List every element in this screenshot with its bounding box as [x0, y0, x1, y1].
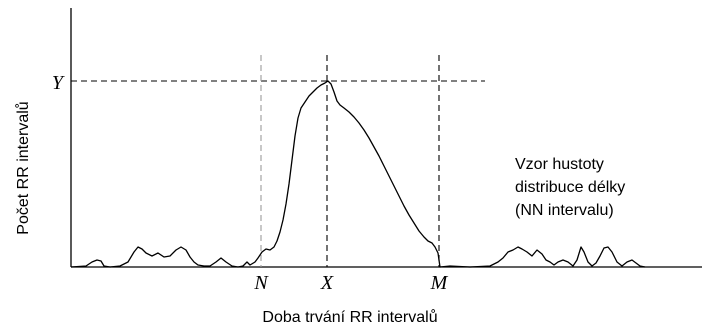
density-curve [70, 80, 646, 268]
annotation-line-1: Vzor hustoty [515, 156, 604, 173]
y-axis-title: Počet RR intervalů [14, 101, 32, 234]
x-label-marker: X [320, 272, 334, 294]
annotation-line-3: (NN intervalu) [515, 202, 614, 219]
x-axis-title: Doba trvání RR intervalů [262, 308, 437, 326]
y-peak-label: Y [52, 72, 65, 94]
n-label: N [253, 272, 269, 294]
m-label: M [430, 272, 449, 294]
annotation-line-2: distribuce délky [515, 179, 625, 196]
